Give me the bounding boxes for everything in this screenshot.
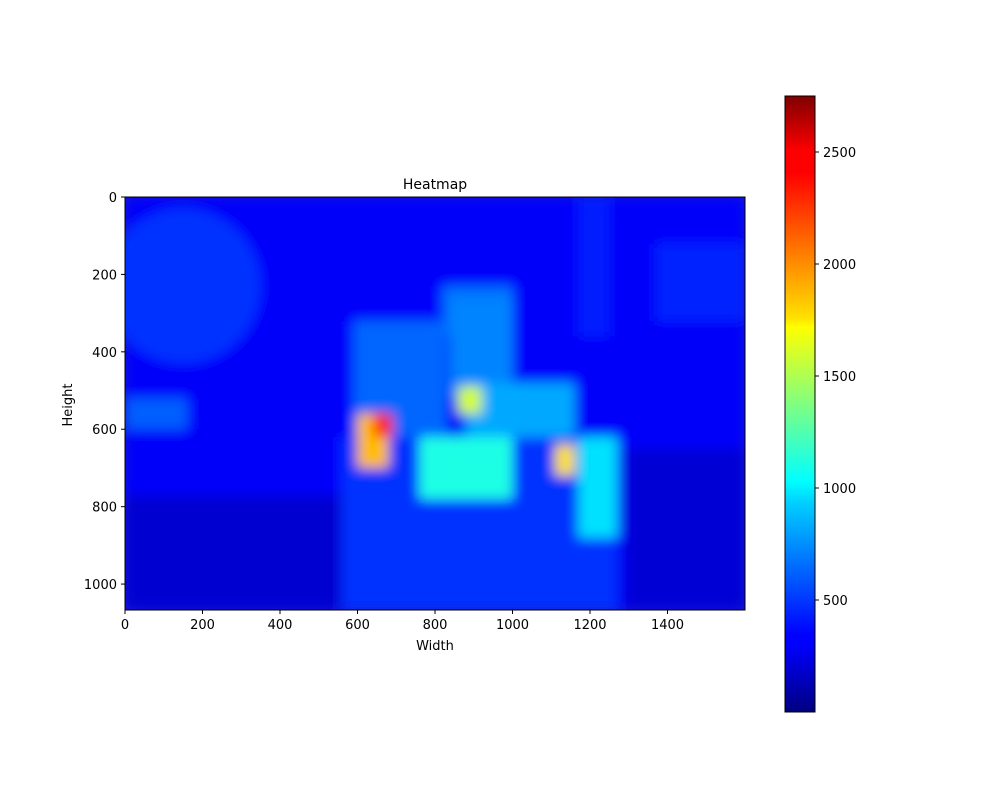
colorbar-frame [784, 95, 816, 713]
x-tick-label: 200 [190, 618, 215, 633]
colorbar-tick-label: 1000 [823, 482, 856, 497]
heatmap-region [450, 297, 513, 399]
x-tick-label: 800 [423, 618, 448, 633]
heatmap-region [373, 413, 393, 437]
heatmap-region [655, 243, 745, 321]
heatmap-cells [125, 197, 745, 610]
heatmap-region [578, 197, 610, 337]
y-tick-label: 800 [92, 501, 117, 516]
colorbar-tick-label: 2500 [823, 146, 856, 161]
y-tick-label: 1000 [84, 578, 117, 593]
heatmap-region [624, 448, 745, 610]
heatmap-region [458, 386, 482, 414]
y-tick-label: 0 [109, 191, 117, 206]
heatmap-region [125, 495, 342, 610]
y-tick-label: 400 [92, 346, 117, 361]
colorbar-tick-label: 2000 [823, 258, 856, 273]
chart-title: Heatmap [403, 177, 467, 193]
x-tick-label: 1200 [573, 618, 606, 633]
x-tick-label: 400 [268, 618, 293, 633]
heatmap-region [578, 436, 618, 538]
colorbar-tick-label: 500 [823, 594, 848, 609]
heatmap-region [125, 398, 187, 430]
heatmap-region [125, 208, 261, 364]
x-axis-ticks: 0 200 400 600 800 1000 1200 1400 [121, 610, 684, 633]
plot-area [124, 196, 746, 611]
x-tick-label: 1400 [651, 618, 684, 633]
x-tick-label: 1000 [496, 618, 529, 633]
colorbar: 500 1000 1500 2000 2500 [784, 95, 856, 713]
colorbar-gradient [785, 96, 815, 712]
heatmap-region [419, 436, 513, 499]
y-tick-label: 200 [92, 268, 117, 283]
x-tick-label: 600 [345, 618, 370, 633]
y-tick-label: 600 [92, 423, 117, 438]
colorbar-tick-label: 1500 [823, 370, 856, 385]
y-axis-label: Height [61, 384, 76, 427]
x-tick-label: 0 [121, 618, 129, 633]
y-axis-ticks: 0 200 400 600 800 1000 [84, 191, 125, 593]
colorbar-ticks: 500 1000 1500 2000 2500 [815, 146, 856, 609]
x-axis-label: Width [416, 639, 454, 654]
heatmap-region [555, 444, 575, 476]
